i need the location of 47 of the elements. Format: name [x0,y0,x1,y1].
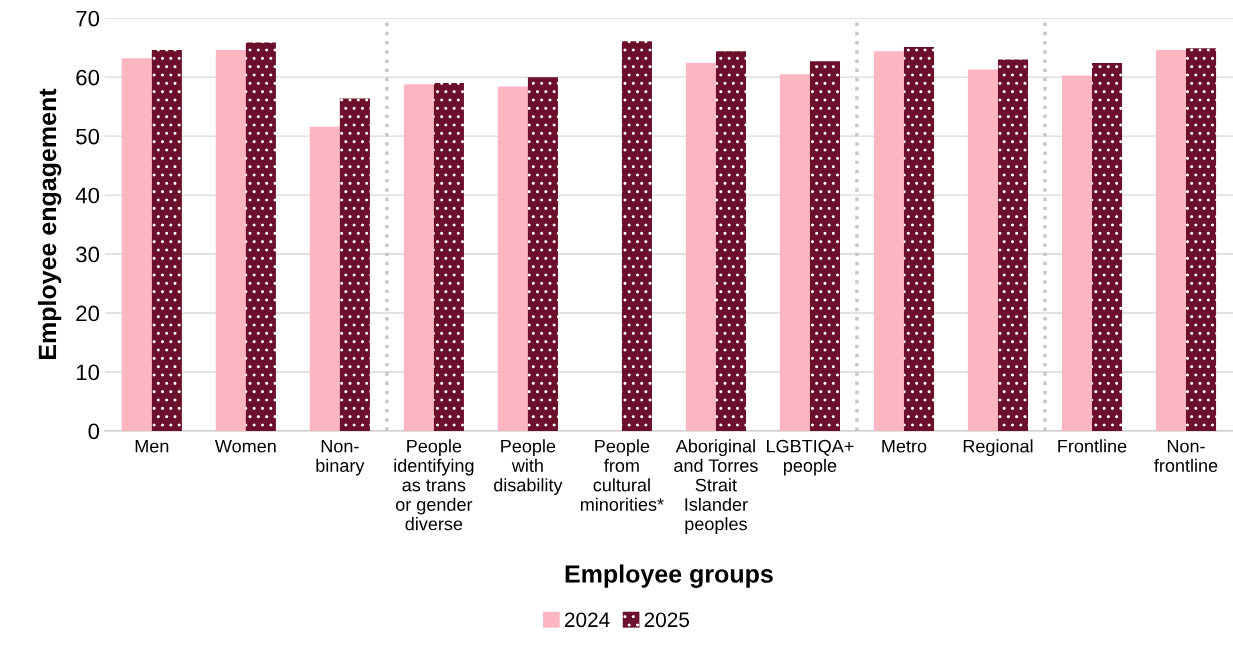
bar [715,51,746,431]
x-tick-label: Men [135,439,169,453]
x-tick-label: People with disability [494,439,563,496]
x-tick-label: Women [214,439,276,453]
legend-label: 2025 [644,612,690,628]
x-tick-label: People identifying as trans or gender diverse [394,439,474,531]
bar [1061,75,1092,431]
bar [873,51,904,431]
bar [1091,63,1123,431]
bar [497,86,528,431]
bar [809,61,841,431]
x-axis-title: Employee groups [565,564,773,588]
x-tick-label: LGBTIQA+ people [767,439,854,476]
y-tick-label: 50 [76,128,100,145]
y-tick-label: 20 [76,305,100,322]
bar [997,59,1029,431]
y-tick-label: 40 [75,187,100,204]
bar [121,58,152,431]
bar [903,47,935,431]
y-tick-label: 10 [76,364,100,381]
bar [527,77,558,431]
bar [621,41,652,431]
y-axis-title: Employee engagement [37,88,62,360]
bar [403,84,434,431]
bar [151,50,182,431]
bar [339,98,370,431]
bar [309,126,340,431]
x-tick-label: Non- binary [316,439,365,476]
bar [433,83,464,431]
bar [245,42,276,431]
x-tick-label: People from cultural minorities* [580,439,664,511]
x-tick-label: Aboriginal and Torres Strait Islander peoples [674,439,758,534]
y-tick-label: 70 [76,10,100,27]
bar [779,74,810,431]
y-tick-label: 0 [88,423,100,440]
y-tick-label: 30 [76,246,100,263]
bar [967,69,998,431]
bar [215,50,246,431]
legend-label: 2024 [564,612,610,628]
y-tick-label: 60 [76,69,100,86]
x-tick-label: Frontline [1058,439,1127,453]
x-tick-label: Regional [963,439,1033,457]
bar [1155,50,1186,431]
bar [1185,48,1217,431]
x-tick-label: Metro [882,439,927,453]
x-tick-label: Non- frontline [1154,439,1218,472]
bar [685,63,716,431]
